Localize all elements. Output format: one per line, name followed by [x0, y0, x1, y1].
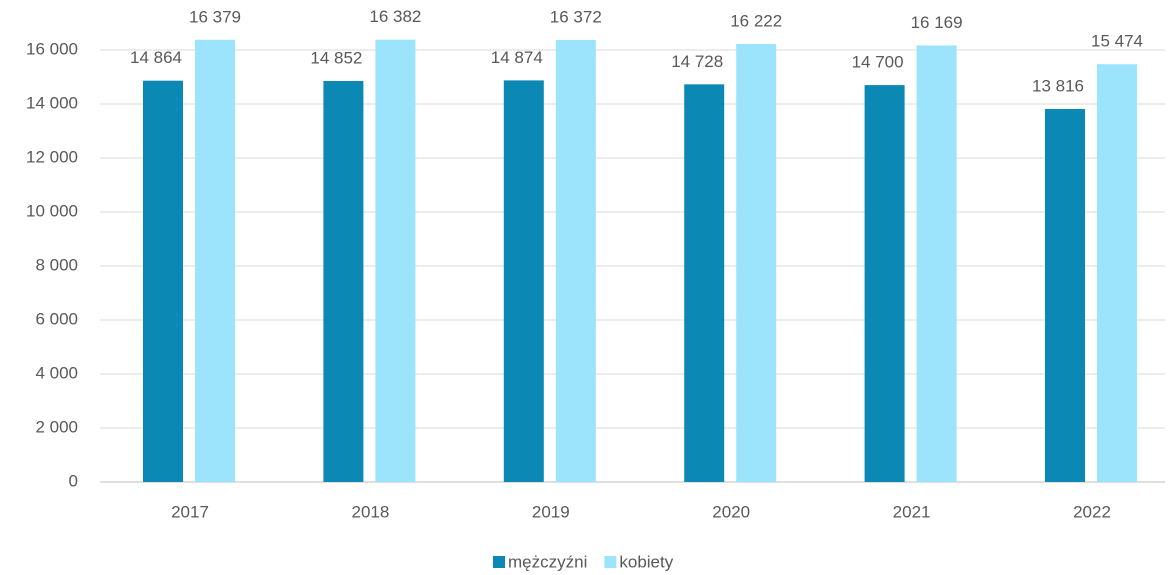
y-tick-label: 14 000: [26, 93, 78, 112]
y-tick-label: 0: [69, 471, 78, 490]
value-label: 15 474: [1091, 32, 1143, 51]
bar: [1097, 64, 1137, 483]
value-label: 16 222: [730, 11, 782, 30]
value-label: 16 379: [189, 7, 241, 26]
value-label: 14 874: [491, 48, 543, 67]
value-label: 14 864: [130, 48, 182, 67]
y-tick-label: 4 000: [35, 363, 78, 382]
bar: [684, 84, 725, 483]
legend-label: mężczyźni: [508, 552, 587, 571]
x-tick-label: 2022: [1073, 502, 1111, 521]
value-label: 16 382: [369, 7, 421, 26]
y-tick-label: 8 000: [35, 255, 78, 274]
bar: [143, 80, 183, 482]
bar: [1045, 108, 1085, 482]
bar: [503, 80, 544, 482]
x-tick-label: 2018: [351, 502, 389, 521]
y-tick-label: 10 000: [26, 201, 78, 220]
x-tick-label: 2019: [532, 502, 570, 521]
y-tick-label: 12 000: [26, 147, 78, 166]
legend-label: kobiety: [619, 552, 673, 571]
value-label: 14 728: [671, 52, 723, 71]
x-tick-label: 2017: [171, 502, 209, 521]
value-label: 16 169: [911, 13, 963, 32]
legend-swatch: [604, 556, 617, 568]
value-label: 13 816: [1032, 76, 1084, 95]
value-label: 16 372: [550, 7, 602, 26]
legend-swatch: [493, 556, 505, 568]
value-label: 14 852: [310, 48, 362, 67]
bar: [375, 39, 416, 482]
x-tick-label: 2021: [893, 502, 931, 521]
bar: [916, 45, 957, 482]
bar: [195, 39, 235, 482]
y-tick-label: 2 000: [35, 417, 78, 436]
value-label: 14 700: [852, 53, 904, 72]
bar: [323, 80, 364, 482]
bar: [736, 44, 777, 482]
bar: [864, 85, 905, 482]
y-tick-label: 16 000: [26, 39, 78, 58]
y-tick-label: 6 000: [35, 309, 78, 328]
x-tick-label: 2020: [712, 502, 750, 521]
bar: [555, 39, 596, 483]
